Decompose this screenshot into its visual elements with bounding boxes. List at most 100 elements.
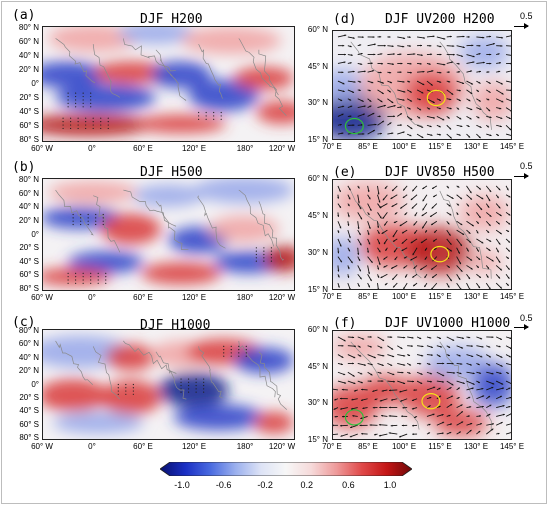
global-lat-label: 20° N <box>18 65 39 74</box>
global-lat-label: 60° S <box>19 121 39 130</box>
global-lon-label: 60° W <box>31 293 53 302</box>
panel-f-letter: (f) <box>333 316 357 331</box>
global-lon-label: 120° E <box>181 293 207 302</box>
colorbar-tick-label: 0.6 <box>342 480 355 490</box>
regional-lat-label: 45° N <box>307 361 328 371</box>
global-lon-label: 180° <box>236 144 254 153</box>
panel-d-reference-value: 0.5 <box>520 11 533 21</box>
global-lon-label: 120° W <box>268 442 296 451</box>
global-lat-label: 80° N <box>18 326 39 335</box>
regional-lon-label: 70° E <box>322 442 342 451</box>
global-lat-label: 0° <box>31 229 39 239</box>
regional-lon-label: 100° E <box>391 142 417 151</box>
regional-lat-label: 15° N <box>307 135 328 144</box>
global-lat-label: 20° S <box>19 392 39 402</box>
regional-lat-label: 60° N <box>307 325 328 334</box>
global-lat-label: 60° N <box>18 339 39 349</box>
global-lon-label: 120° W <box>268 144 296 153</box>
regional-lon-label: 115° E <box>428 442 452 451</box>
global-lat-label: 80° S <box>19 135 39 144</box>
global-lat-label: 80° N <box>18 23 39 32</box>
global-lat-label: 60° S <box>19 419 39 429</box>
panel-f-reference-arrow <box>514 324 529 330</box>
colorbar-tick-label: -0.2 <box>257 480 273 490</box>
global-lat-label: 20° S <box>19 243 39 253</box>
panel-e-map <box>332 179 512 290</box>
regional-lon-label: 85° E <box>358 142 378 151</box>
regional-lon-label: 130° E <box>463 292 489 301</box>
regional-lat-label: 60° N <box>307 25 328 34</box>
panel-f-title: DJF UV1000 H1000 <box>385 316 511 331</box>
global-lon-label: 120° E <box>181 442 207 451</box>
regional-lon-label: 70° E <box>322 142 342 151</box>
global-lat-label: 40° N <box>18 352 39 362</box>
colorbar-tick-label: -0.6 <box>215 480 232 490</box>
regional-lon-label: 130° E <box>463 442 489 451</box>
panel-d-reference-arrow <box>514 23 529 29</box>
global-lat-label: 0° <box>31 379 39 389</box>
regional-lon-label: 145° E <box>499 142 525 151</box>
panel-c-map <box>42 329 295 440</box>
regional-lat-label: 30° N <box>307 398 328 408</box>
panel-b-letter: (b) <box>12 160 36 175</box>
regional-lon-label: 100° E <box>391 292 417 301</box>
global-lat-label: 40° S <box>19 256 39 266</box>
panel-e-reference-value: 0.5 <box>520 161 533 171</box>
panel-e-title: DJF UV850 H500 <box>385 165 495 180</box>
global-lat-label: 40° S <box>19 406 39 416</box>
global-lat-label: 60° N <box>18 37 39 46</box>
global-lat-label: 20° S <box>19 93 39 102</box>
global-lat-label: 20° N <box>18 366 39 376</box>
colorbar-tick-label: 0.2 <box>300 480 314 490</box>
panel-d-map <box>332 30 512 140</box>
regional-lat-label: 15° N <box>307 285 328 294</box>
global-lon-label: 60° E <box>133 442 153 451</box>
regional-lon-label: 145° E <box>499 292 525 301</box>
panel-b-title: DJF H500 <box>140 165 203 180</box>
panel-e-letter: (e) <box>333 165 357 180</box>
panel-a-title: DJF H200 <box>140 12 203 27</box>
regional-lat-label: 15° N <box>307 435 328 444</box>
global-lat-label: 40° N <box>18 51 39 60</box>
regional-lat-label: 45° N <box>307 211 328 220</box>
regional-lon-label: 70° E <box>322 292 342 301</box>
global-lon-label: 60° W <box>31 144 53 153</box>
panel-f-map <box>332 330 512 440</box>
global-lat-label: 0° <box>31 79 39 88</box>
colorbar <box>160 462 412 476</box>
colorbar-tick-label: 1.0 <box>383 480 397 490</box>
global-lon-label: 60° E <box>133 144 153 153</box>
colorbar-body <box>160 462 412 476</box>
global-lon-label: 0° <box>88 293 96 302</box>
regional-lon-label: 85° E <box>358 292 378 301</box>
panel-b-map <box>42 178 295 291</box>
panel-e-reference-arrow <box>514 173 529 179</box>
panel-f-reference-value: 0.5 <box>520 313 533 323</box>
global-lon-label: 0° <box>88 144 96 153</box>
panel-c-letter: (c) <box>12 315 36 330</box>
panel-a-letter: (a) <box>12 8 36 23</box>
global-lat-label: 80° S <box>19 284 39 293</box>
global-lat-label: 40° S <box>19 107 39 116</box>
global-lat-label: 40° N <box>18 202 39 212</box>
regional-lon-label: 100° E <box>391 442 417 451</box>
regional-lon-label: 85° E <box>358 442 378 451</box>
global-lon-label: 180° <box>236 293 254 302</box>
regional-lon-label: 115° E <box>428 292 452 301</box>
regional-lat-label: 30° N <box>307 248 328 257</box>
global-lat-label: 80° N <box>18 175 39 184</box>
global-lat-label: 60° S <box>19 270 39 280</box>
panel-d-letter: (d) <box>333 12 357 27</box>
global-lon-label: 120° W <box>268 293 296 302</box>
global-lon-label: 120° E <box>181 144 207 153</box>
global-lat-label: 20° N <box>18 215 39 225</box>
regional-lat-label: 30° N <box>307 98 328 108</box>
global-lat-label: 60° N <box>18 188 39 198</box>
panel-d-title: DJF UV200 H200 <box>385 12 495 27</box>
global-lon-label: 60° E <box>133 293 153 302</box>
regional-lat-label: 45° N <box>307 61 328 71</box>
colorbar-tick-label: -1.0 <box>174 480 190 490</box>
regional-lat-label: 60° N <box>307 174 328 183</box>
regional-lon-label: 115° E <box>428 142 452 151</box>
